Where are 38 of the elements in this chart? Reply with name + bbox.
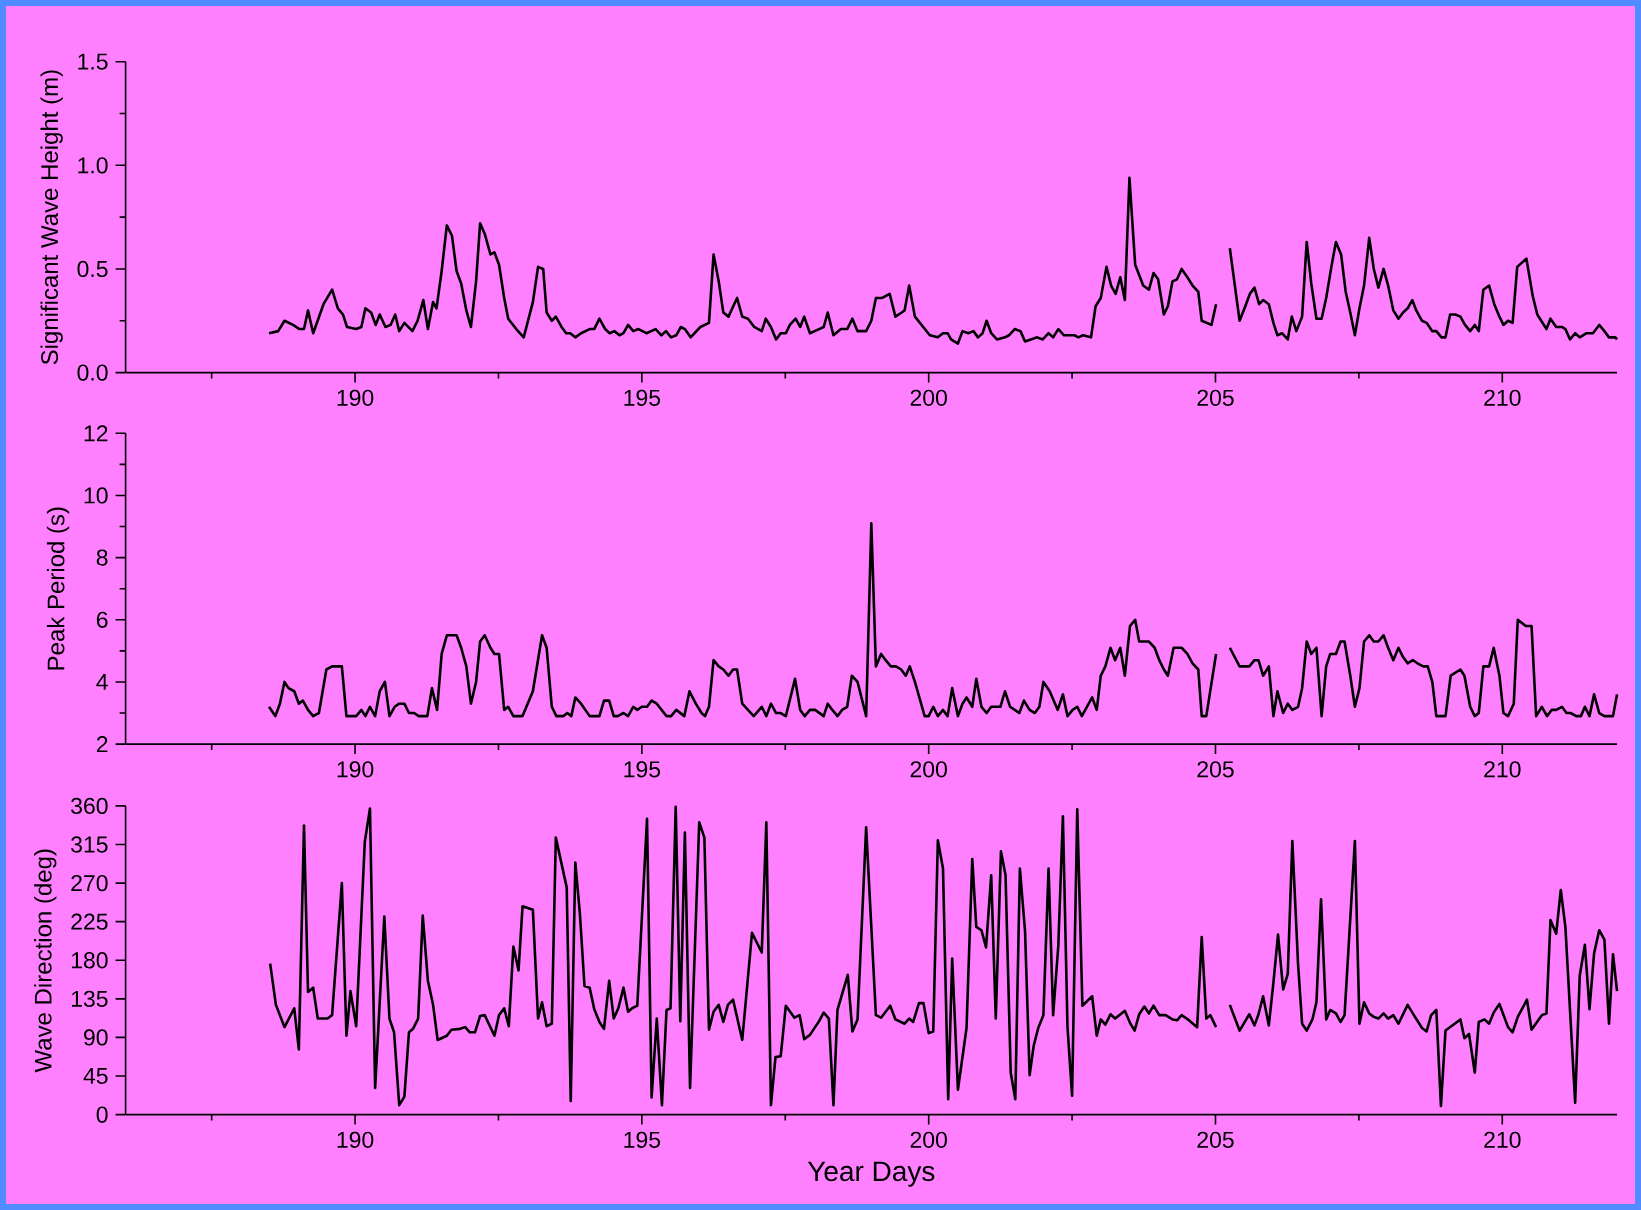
- x-tick-label: 190: [337, 1131, 374, 1148]
- y-tick-label: 1.5: [78, 53, 108, 70]
- y-axis-title: Significant Wave Height (m): [40, 70, 63, 365]
- x-tick-label: 195: [624, 389, 661, 406]
- y-tick-label: 2: [96, 736, 108, 753]
- x-tick-label: 190: [337, 389, 374, 406]
- x-tick-label: 210: [1484, 1131, 1521, 1148]
- x-tick-label: 205: [1197, 761, 1234, 778]
- x-tick-label: 190: [337, 761, 374, 778]
- y-tick-label: 225: [71, 913, 108, 930]
- y-tick-label: 10: [84, 487, 108, 504]
- y-tick-label: 90: [84, 1029, 108, 1046]
- x-tick-label: 210: [1484, 389, 1521, 406]
- x-tick-label: 200: [910, 389, 947, 406]
- x-tick-label: 200: [910, 1131, 947, 1148]
- x-axis-title: Year Days: [807, 1161, 935, 1187]
- y-tick-label: 0.5: [77, 260, 108, 278]
- y-tick-label: 360: [71, 797, 108, 815]
- y-tick-label: 135: [71, 990, 108, 1007]
- y-tick-label: 8: [96, 549, 108, 566]
- x-tick-label: 210: [1484, 761, 1521, 778]
- y-tick-label: 45: [83, 1068, 108, 1085]
- y-axis-title: Peak Period (s): [46, 507, 70, 670]
- y-axis-title: Wave Direction (deg): [34, 849, 57, 1073]
- x-tick-label: 205: [1197, 389, 1234, 406]
- y-tick-label: 6: [96, 611, 108, 628]
- y-tick-label: 315: [71, 836, 108, 853]
- y-tick-label: 1.0: [78, 157, 108, 174]
- y-tick-label: 180: [71, 952, 108, 969]
- y-tick-label: 270: [71, 874, 108, 892]
- y-tick-label: 0: [96, 1106, 108, 1123]
- x-tick-label: 200: [910, 761, 947, 778]
- y-tick-label: 0.0: [77, 364, 108, 381]
- y-tick-label: 12: [84, 425, 108, 442]
- x-tick-label: 195: [624, 1131, 661, 1148]
- x-tick-label: 205: [1197, 1131, 1234, 1148]
- y-tick-label: 4: [96, 674, 108, 690]
- x-tick-label: 195: [624, 761, 661, 778]
